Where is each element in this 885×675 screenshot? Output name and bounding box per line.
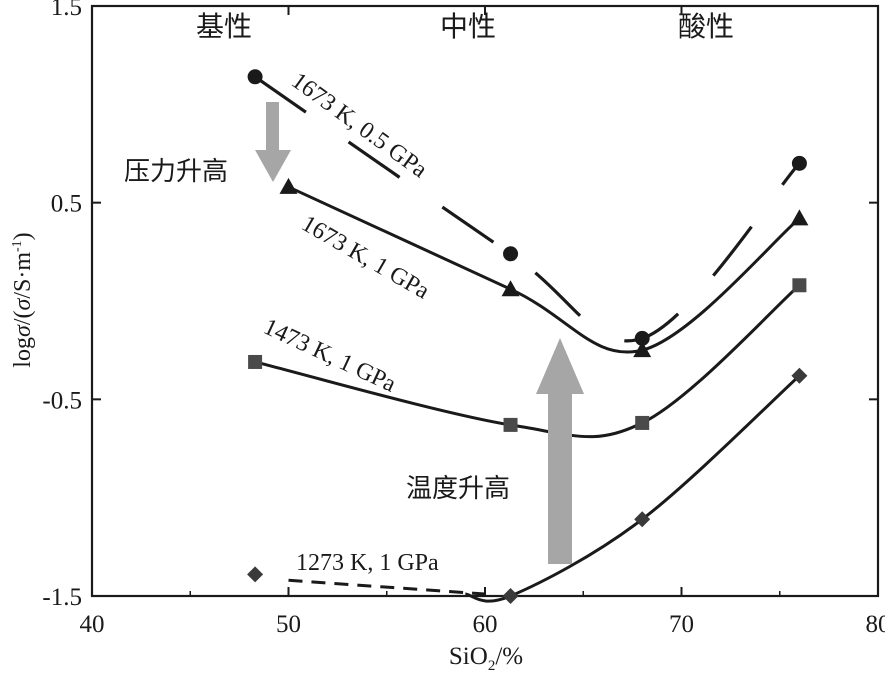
series-label-1273k-1gpa: 1273 K, 1 GPa [296, 550, 439, 576]
series-curve [287, 185, 801, 354]
x-tick-label: 50 [276, 611, 301, 638]
series-curve [254, 75, 801, 343]
x-tick-label: 80 [866, 611, 885, 638]
data-point-diamond [502, 588, 519, 604]
data-point-triangle [279, 177, 298, 194]
data-point-diamond [247, 566, 264, 583]
series-curve-dashed [288, 578, 486, 596]
y-axis-title: logσ/(σ/S·m-1) [10, 232, 36, 367]
series-curve [254, 284, 801, 439]
data-point-square [635, 415, 650, 430]
category-label-intermediate: 中性 [440, 10, 496, 43]
y-tick-label: -0.5 [42, 387, 82, 414]
pressure-arrow-label: 压力升高 [124, 157, 228, 187]
x-tick-label: 70 [669, 611, 694, 638]
data-point-circle [791, 155, 807, 171]
data-point-square [248, 354, 263, 369]
data-point-square [503, 417, 518, 432]
data-point-circle [503, 246, 519, 262]
y-tick-label: -1.5 [42, 584, 82, 611]
series-label-1673k-1gpa: 1673 K, 1 GPa [297, 211, 434, 305]
axis-ticks: 40 50 60 70 80 -1.5 -0.5 0.5 1.5 [42, 0, 885, 638]
data-point-triangle [790, 209, 809, 226]
x-tick-label: 60 [473, 611, 498, 638]
category-label-basic: 基性 [196, 10, 252, 43]
data-point-circle [634, 330, 650, 346]
data-point-triangle [633, 341, 652, 358]
y-tick-label: 0.5 [51, 191, 82, 218]
temperature-arrow-label: 温度升高 [406, 474, 510, 504]
series-label-1673k-0.5gpa: 1673 K, 0.5 GPa [286, 68, 432, 184]
data-point-circle [247, 69, 263, 85]
x-tick-label: 40 [80, 611, 105, 638]
temperature-arrow [536, 338, 584, 564]
category-label-acidic: 酸性 [678, 10, 734, 43]
series-label-1473k-1gpa: 1473 K, 1 GPa [259, 314, 400, 398]
series-markers [247, 69, 809, 604]
y-tick-label: 1.5 [51, 0, 82, 21]
x-axis-title: SiO2/% [449, 643, 523, 674]
data-point-diamond [634, 511, 651, 528]
series-curve [465, 374, 801, 603]
data-point-square [792, 278, 807, 293]
series-curves [254, 75, 801, 603]
data-point-diamond [791, 367, 808, 384]
pressure-arrow [255, 102, 291, 182]
data-point-triangle [501, 280, 520, 297]
plot-frame [90, 4, 880, 598]
